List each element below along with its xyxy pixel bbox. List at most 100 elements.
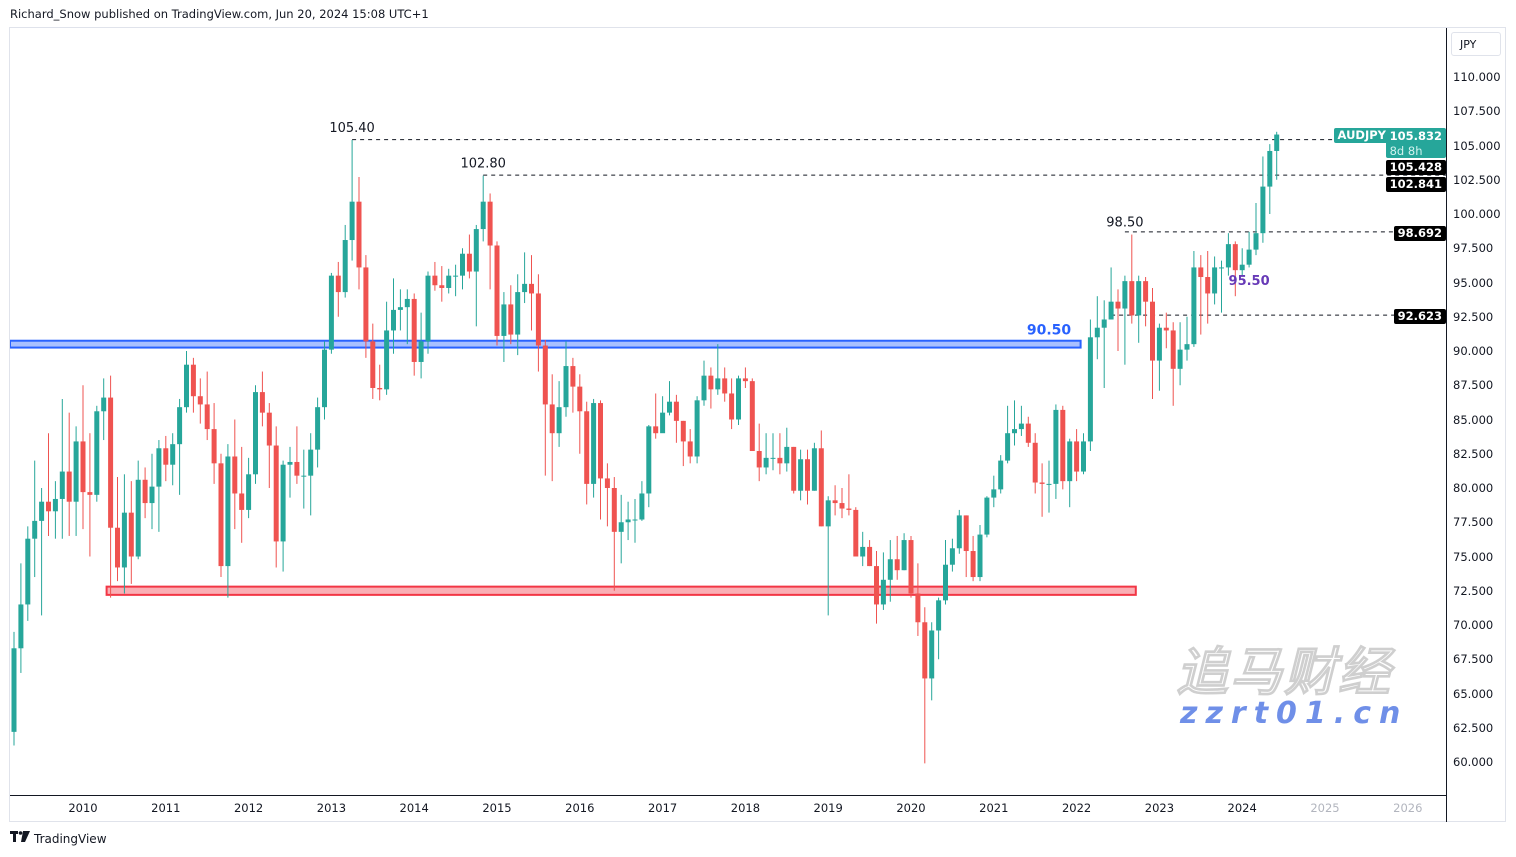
candle-body bbox=[280, 464, 286, 542]
candle-body bbox=[1081, 441, 1086, 472]
y-tick-label: 105.000 bbox=[1453, 138, 1501, 153]
y-tick-label: 97.500 bbox=[1453, 241, 1494, 256]
candle-body bbox=[335, 275, 341, 293]
candle-body bbox=[1074, 441, 1080, 472]
level-label-98692: 98.692 bbox=[1393, 226, 1446, 241]
time-axis[interactable] bbox=[10, 795, 1446, 822]
candle-body bbox=[632, 519, 638, 521]
candle-body bbox=[874, 566, 879, 605]
candle-body bbox=[1087, 337, 1093, 442]
y-tick-label: 85.000 bbox=[1453, 412, 1494, 427]
candle-body bbox=[646, 426, 652, 494]
footer-brand[interactable]: TradingView bbox=[10, 831, 107, 847]
candle-body bbox=[253, 392, 258, 475]
candle-body bbox=[204, 404, 210, 430]
candle-body bbox=[52, 498, 58, 512]
y-tick-label: 77.500 bbox=[1453, 515, 1494, 530]
candle-body bbox=[11, 648, 17, 732]
candle-body bbox=[135, 479, 141, 557]
currency-button[interactable]: JPY bbox=[1451, 32, 1501, 56]
candle-body bbox=[522, 283, 528, 293]
candle-body bbox=[184, 364, 189, 408]
candle-body bbox=[156, 448, 162, 487]
y-tick-label: 100.000 bbox=[1453, 207, 1501, 221]
candle-body bbox=[439, 285, 445, 288]
x-tick-label: 2011 bbox=[151, 801, 181, 815]
candle-body bbox=[542, 345, 548, 405]
candle-body bbox=[94, 411, 100, 495]
y-tick-label: 102.500 bbox=[1453, 172, 1501, 187]
x-tick-label: 2020 bbox=[896, 801, 926, 815]
candle-body bbox=[73, 441, 79, 502]
candle-body bbox=[1177, 349, 1183, 369]
candle-body bbox=[287, 461, 293, 465]
y-tick-label: 70.000 bbox=[1453, 618, 1494, 632]
symbol-label: AUDJPY bbox=[1333, 128, 1390, 143]
annotation-label: 105.40 bbox=[329, 121, 375, 136]
candle-body bbox=[501, 304, 507, 336]
x-tick-label: 2013 bbox=[316, 801, 347, 815]
candle-body bbox=[391, 309, 396, 331]
candle-body bbox=[563, 366, 569, 408]
candle-body bbox=[936, 600, 942, 631]
x-tick-label: 2023 bbox=[1144, 801, 1175, 815]
candle-body bbox=[798, 459, 804, 491]
candle-body bbox=[46, 501, 51, 512]
candle-body bbox=[273, 445, 279, 542]
x-tick-label: 2016 bbox=[565, 801, 595, 815]
candle-body bbox=[1198, 267, 1204, 278]
x-tick-label: 2026 bbox=[1393, 801, 1423, 815]
candlestick-chart[interactable]: 105.40 102.80 98.50 95.50 90.50 bbox=[10, 28, 1446, 795]
candle-body bbox=[1191, 267, 1197, 345]
candle-body bbox=[1225, 244, 1231, 268]
candle-body bbox=[846, 508, 852, 510]
candle-body bbox=[811, 448, 817, 491]
candle-body bbox=[653, 426, 659, 434]
candle-body bbox=[908, 540, 914, 594]
level-label-102841: 102.841 bbox=[1385, 177, 1446, 192]
last-price-label: 105.832 8d 8h bbox=[1385, 128, 1446, 158]
candle-body bbox=[190, 364, 196, 397]
y-tick-label: 110.000 bbox=[1453, 70, 1501, 84]
x-tick-label: 2010 bbox=[68, 801, 98, 815]
candle-body bbox=[984, 497, 990, 535]
candle-body bbox=[115, 527, 120, 568]
candle-body bbox=[742, 378, 748, 382]
candle-body bbox=[1136, 281, 1142, 316]
candle-body bbox=[294, 461, 300, 476]
candle-body bbox=[404, 298, 410, 308]
candle-body bbox=[1060, 409, 1066, 482]
candle-body bbox=[1108, 301, 1114, 320]
candle-body bbox=[818, 448, 824, 527]
candle-body bbox=[667, 401, 672, 413]
candle-body bbox=[604, 478, 610, 488]
candle-body bbox=[246, 474, 252, 510]
candle-body bbox=[915, 593, 921, 623]
candle-body bbox=[880, 579, 886, 605]
candle-body bbox=[887, 559, 893, 580]
candle-body bbox=[763, 457, 769, 468]
y-tick-label: 80.000 bbox=[1453, 481, 1494, 495]
candle-body bbox=[301, 475, 307, 477]
candle-body bbox=[308, 449, 314, 476]
candle-body bbox=[1094, 327, 1100, 338]
candle-body bbox=[1274, 134, 1280, 151]
candle-body bbox=[943, 564, 948, 601]
x-tick-label: 2014 bbox=[399, 801, 429, 815]
candle-body bbox=[363, 267, 369, 342]
candle-body bbox=[639, 493, 645, 520]
x-tick-label: 2025 bbox=[1310, 801, 1340, 815]
candle-body bbox=[80, 441, 86, 493]
price-axis[interactable] bbox=[1446, 28, 1507, 822]
candle-body bbox=[963, 515, 969, 552]
candle-body bbox=[1253, 233, 1259, 250]
candle-body bbox=[729, 393, 735, 420]
candle-body bbox=[494, 245, 500, 336]
candle-body bbox=[418, 341, 424, 362]
candle-body bbox=[515, 292, 521, 335]
candle-body bbox=[701, 375, 707, 401]
level-label-105428: 105.428 bbox=[1385, 160, 1446, 175]
candle-body bbox=[315, 407, 321, 450]
candle-body bbox=[446, 275, 452, 288]
candle-body bbox=[487, 201, 493, 246]
